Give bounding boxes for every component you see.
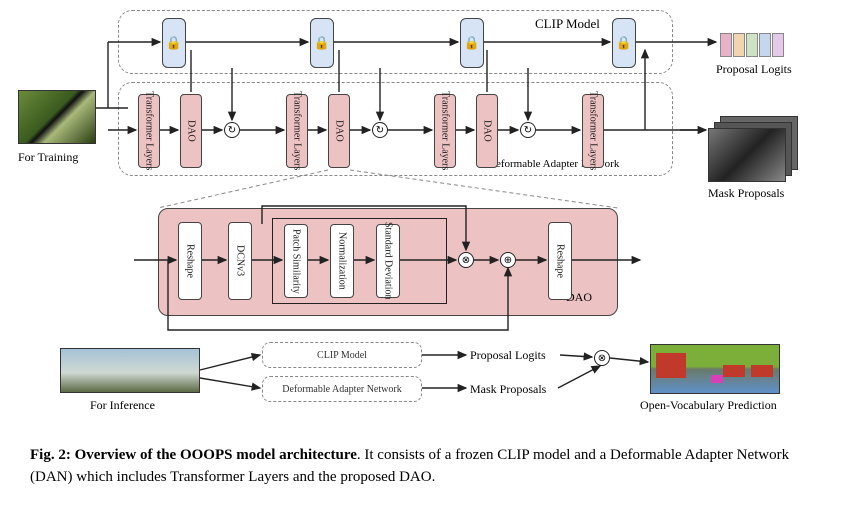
clip-stage-1: 🔒 bbox=[162, 18, 186, 68]
dcnv3: DCNv3 bbox=[228, 222, 252, 300]
mask-proposal-1 bbox=[708, 128, 786, 182]
dao-3: DAO bbox=[476, 94, 498, 168]
multiply-gate: ⊗ bbox=[458, 252, 474, 268]
add-gate: ⊕ bbox=[500, 252, 516, 268]
lock-icon: 🔒 bbox=[314, 35, 330, 51]
lock-icon: 🔒 bbox=[166, 35, 182, 51]
standard-deviation: Standard Deviation bbox=[376, 224, 400, 298]
normalization: Normalization bbox=[330, 224, 354, 298]
lock-icon: 🔒 bbox=[616, 35, 632, 51]
inference-image bbox=[60, 348, 200, 393]
gate-1: ↻ bbox=[224, 122, 240, 138]
open-vocab-label: Open-Vocabulary Prediction bbox=[640, 398, 777, 413]
dao-2: DAO bbox=[328, 94, 350, 168]
dao-1: DAO bbox=[180, 94, 202, 168]
training-image bbox=[18, 90, 96, 144]
lock-icon: 🔒 bbox=[464, 35, 480, 51]
caption-title: Fig. 2: Overview of the OOOPS model arch… bbox=[30, 447, 357, 463]
transformer-layers-2: Transformer Layers bbox=[286, 94, 308, 168]
clip-stage-2: 🔒 bbox=[310, 18, 334, 68]
clip-stage-3: 🔒 bbox=[460, 18, 484, 68]
mask-proposals-label: Mask Proposals bbox=[708, 186, 784, 201]
inf-proposal-logits: Proposal Logits bbox=[470, 348, 546, 363]
reshape-2: Reshape bbox=[548, 222, 572, 300]
inf-mask-proposals: Mask Proposals bbox=[470, 382, 546, 397]
proposal-logits-bars bbox=[720, 33, 784, 57]
transformer-layers-4: Transformer Layers bbox=[582, 94, 604, 168]
figure-caption: Fig. 2: Overview of the OOOPS model arch… bbox=[30, 445, 812, 489]
open-vocab-prediction-image bbox=[650, 344, 780, 394]
architecture-diagram: CLIP Model Deformable Adapter Network 🔒 … bbox=[0, 0, 842, 435]
transformer-layers-3: Transformer Layers bbox=[434, 94, 456, 168]
inf-clip-box: CLIP Model bbox=[262, 342, 422, 368]
for-training-label: For Training bbox=[18, 150, 78, 165]
transformer-layers-1: Transformer Layers bbox=[138, 94, 160, 168]
inf-dan-box: Deformable Adapter Network bbox=[262, 376, 422, 402]
clip-stage-4: 🔒 bbox=[612, 18, 636, 68]
gate-3: ↻ bbox=[520, 122, 536, 138]
for-inference-label: For Inference bbox=[90, 398, 155, 413]
inf-multiply-gate: ⊗ bbox=[594, 350, 610, 366]
clip-label: CLIP Model bbox=[535, 16, 600, 32]
proposal-logits-label: Proposal Logits bbox=[716, 62, 792, 77]
reshape-1: Reshape bbox=[178, 222, 202, 300]
gate-2: ↻ bbox=[372, 122, 388, 138]
patch-similarity: Patch Similarity bbox=[284, 224, 308, 298]
